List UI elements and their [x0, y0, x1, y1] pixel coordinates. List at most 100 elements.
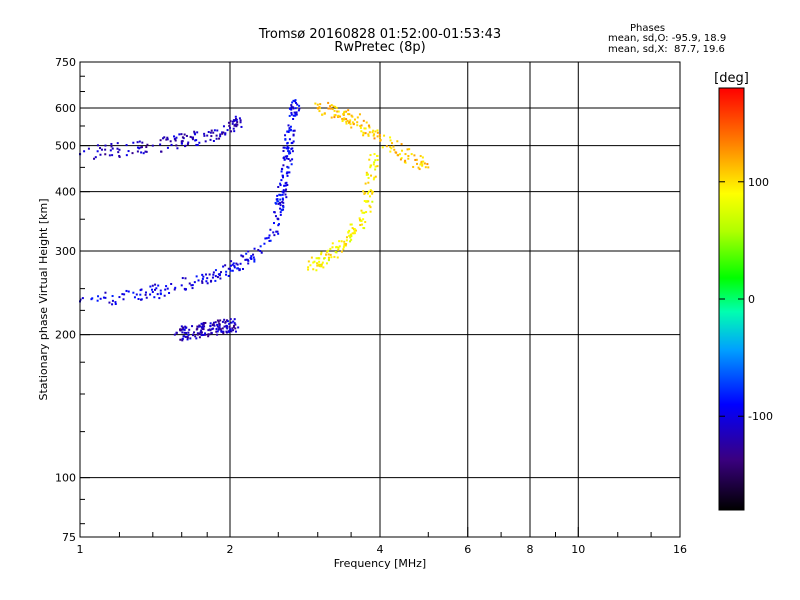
echo-dot: [222, 330, 225, 333]
echo-dot: [250, 255, 253, 258]
echo-dot: [342, 246, 345, 249]
echo-dot: [320, 253, 323, 256]
echo-dot: [184, 335, 187, 338]
echo-dot: [127, 290, 130, 293]
echo-dot: [287, 130, 290, 133]
echo-dot: [294, 99, 297, 102]
echo-dot: [244, 258, 247, 261]
y-axis-label: Stationary phase Virtual Height [km]: [37, 198, 50, 400]
echo-dot: [175, 331, 178, 334]
echo-dot: [220, 329, 223, 332]
echo-dot: [286, 165, 289, 168]
echo-dot: [284, 190, 287, 193]
echo-dot: [367, 181, 370, 184]
echo-dot: [359, 218, 362, 221]
echo-dot: [333, 255, 336, 258]
echo-dot: [203, 325, 206, 328]
echo-dot: [295, 101, 298, 104]
echo-dot: [233, 124, 236, 127]
echo-dot: [210, 135, 213, 138]
echo-dot: [173, 288, 176, 291]
echo-dot: [277, 232, 280, 235]
echo-dot: [111, 299, 114, 302]
echo-dot: [216, 323, 219, 326]
echo-dot: [227, 267, 230, 270]
echo-dot: [228, 325, 231, 328]
echo-dot: [180, 325, 183, 328]
echo-dot: [201, 280, 204, 283]
echo-dot: [233, 266, 236, 269]
echo-dot: [245, 258, 248, 261]
y-tick-label: 500: [55, 140, 76, 153]
echo-dot: [214, 279, 217, 282]
echo-dot: [96, 299, 99, 302]
echo-dot: [363, 227, 366, 230]
echo-dot: [96, 150, 99, 153]
echo-dot: [284, 182, 287, 185]
echo-dot: [293, 129, 296, 132]
echo-dot: [233, 265, 236, 268]
echo-dot: [252, 253, 255, 256]
echo-dot: [282, 150, 285, 153]
echo-dot: [239, 119, 242, 122]
echo-dot: [212, 271, 215, 274]
echo-dot: [202, 321, 205, 324]
echo-dot: [269, 239, 272, 242]
echo-dot: [332, 105, 335, 108]
echo-dot: [125, 289, 128, 292]
echo-dot: [154, 288, 157, 291]
echo-dot: [184, 326, 187, 329]
echo-dot: [229, 328, 232, 331]
echo-dot: [218, 326, 221, 329]
data-point: [427, 166, 430, 169]
echo-dot: [181, 337, 184, 340]
colorbar-label: [deg]: [714, 71, 749, 86]
echo-dot: [200, 326, 203, 329]
echo-dot: [347, 113, 350, 116]
echo-dot: [154, 283, 157, 286]
echo-dot: [348, 229, 351, 232]
echo-dot: [132, 141, 135, 144]
echo-dot: [367, 134, 370, 137]
echo-dot: [283, 146, 286, 149]
echo-dot: [347, 231, 350, 234]
echo-dot: [291, 150, 294, 153]
echo-dot: [276, 217, 279, 220]
echo-dot: [368, 131, 371, 134]
echo-dot: [412, 165, 415, 168]
echo-dot: [290, 113, 293, 116]
echo-dot: [286, 155, 289, 158]
echo-dot: [371, 131, 374, 134]
data-point: [309, 264, 312, 267]
echo-dot: [216, 129, 219, 132]
echo-dot: [224, 133, 227, 136]
echo-dot: [366, 192, 369, 195]
echo-dot: [218, 137, 221, 140]
echo-dot: [207, 335, 210, 338]
echo-dot: [348, 113, 351, 116]
echo-dot: [318, 107, 321, 110]
echo-dot: [156, 293, 159, 296]
echo-dot: [232, 119, 235, 122]
echo-dot: [286, 184, 289, 187]
echo-dot: [399, 158, 402, 161]
echo-dot: [292, 129, 295, 132]
echo-dot: [365, 173, 368, 176]
echo-dot: [238, 117, 241, 120]
echo-dot: [406, 148, 409, 151]
data-point: [379, 136, 381, 139]
echo-dot: [236, 263, 239, 266]
echo-dot: [180, 142, 183, 145]
echo-dot: [340, 240, 343, 243]
echo-dot: [246, 258, 249, 261]
echo-dot: [319, 265, 322, 268]
echo-dot: [219, 319, 222, 322]
echo-dot: [219, 133, 222, 136]
echo-dot: [181, 326, 184, 329]
echo-dot: [233, 318, 236, 321]
echo-dot: [222, 332, 225, 335]
echo-dot: [323, 257, 326, 260]
echo-dot: [109, 149, 112, 152]
echo-dot: [292, 133, 295, 136]
echo-dot: [277, 200, 280, 203]
